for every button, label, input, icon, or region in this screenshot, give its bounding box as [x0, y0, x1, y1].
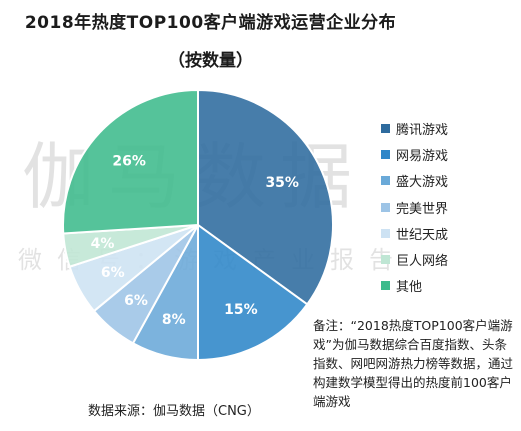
legend: 腾讯游戏网易游戏盛大游戏完美世界世纪天成巨人网络其他 — [381, 115, 448, 299]
slice-label-5: 4% — [91, 236, 115, 252]
legend-label: 巨人网络 — [396, 254, 449, 270]
slice-label-0: 35% — [265, 175, 299, 191]
slice-label-3: 6% — [124, 293, 148, 309]
chart-title: 2018年热度TOP100客户端游戏运营企业分布 — [24, 13, 397, 33]
legend-label: 网易游戏 — [396, 148, 449, 164]
legend-item-2: 盛大游戏 — [381, 168, 448, 194]
legend-label: 完美世界 — [396, 201, 449, 217]
legend-item-5: 巨人网络 — [381, 246, 448, 272]
legend-label: 盛大游戏 — [396, 175, 449, 191]
legend-item-6: 其他 — [381, 273, 448, 299]
chart-subtitle: （按数量） — [168, 51, 253, 71]
legend-item-1: 网易游戏 — [381, 141, 448, 167]
slice-label-4: 6% — [101, 265, 125, 281]
pie-slice-6 — [62, 88, 199, 235]
legend-item-0: 腾讯游戏 — [381, 115, 448, 141]
legend-swatch — [381, 202, 390, 212]
legend-item-4: 世纪天成 — [381, 220, 448, 246]
legend-item-3: 完美世界 — [381, 194, 448, 220]
data-source: 数据来源：伽马数据（CNG） — [88, 404, 260, 419]
legend-swatch — [381, 255, 390, 265]
legend-label: 其他 — [396, 280, 423, 296]
pie-slice-0 — [197, 88, 334, 306]
legend-swatch — [381, 123, 390, 133]
slice-label-1: 15% — [224, 302, 258, 318]
legend-swatch — [381, 149, 390, 159]
legend-swatch — [381, 176, 390, 186]
legend-label: 腾讯游戏 — [396, 122, 449, 138]
legend-swatch — [381, 281, 390, 291]
legend-swatch — [381, 228, 390, 238]
pie-slice-1 — [197, 223, 309, 362]
chart-note: 备注：“2018热度TOP100客户端游戏”为伽马数据综合百度指数、头条指数、网… — [313, 318, 514, 409]
slice-label-2: 8% — [162, 312, 186, 328]
legend-label: 世纪天成 — [396, 227, 449, 243]
slice-label-6: 26% — [112, 153, 146, 169]
